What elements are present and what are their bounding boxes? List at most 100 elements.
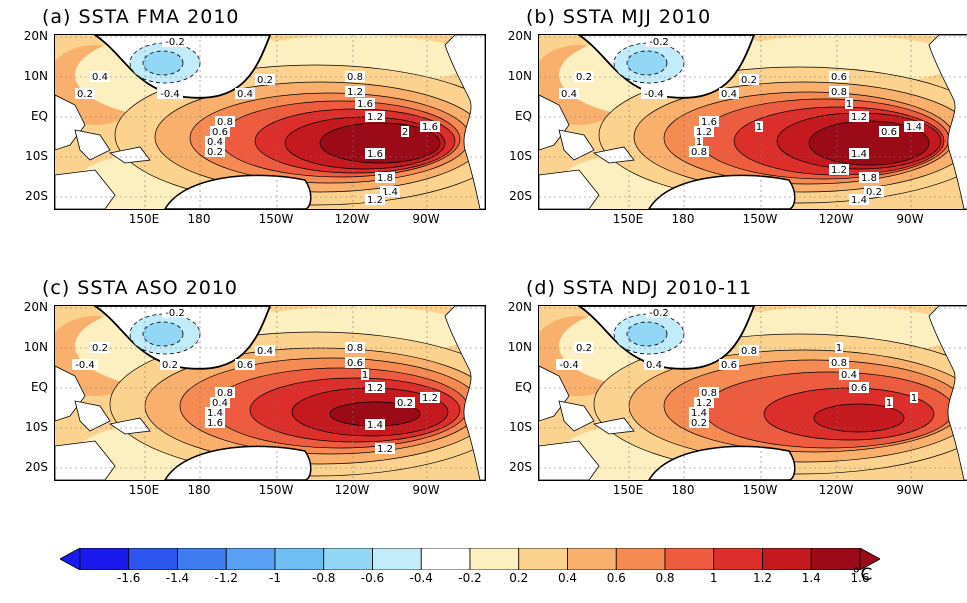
latitude-tick-label: 10S [25, 420, 48, 434]
contour-label: 1.8 [377, 173, 393, 184]
contour-label: 1.2 [367, 112, 383, 123]
contour-label: 0.2 [691, 418, 707, 429]
contour-label: 0.8 [217, 117, 233, 128]
colorbar-bin [225, 548, 276, 570]
longitude-tick-label: 120W [334, 483, 370, 497]
longitude-tick-label: 90W [412, 483, 440, 497]
contour-label: 0.8 [741, 346, 757, 357]
contour-label: 1 [362, 370, 368, 381]
contour-label: 1.4 [367, 420, 383, 431]
sst-field: -0.20.2-0.4 0.20.40.60.80.611.21.20.80.41… [55, 306, 485, 480]
contour-label: 1 [911, 393, 917, 404]
sst-anomaly-map: -0.2 0.2 -0.4 0.2 0.4 0.6 0.8 0.6 1 1.2 1.2 0.8 0.4 1… [54, 305, 486, 481]
longitude-tick-label: 150E [128, 483, 160, 497]
colorbar-bin [567, 548, 617, 570]
contour-label: 1.2 [367, 383, 383, 394]
contour-label: -0.2 [649, 37, 669, 48]
sst-field: -0.20.2-0.4 0.40.80.610.80.40.610.81.21.4… [539, 306, 967, 480]
longitude-tick-label: 150E [128, 212, 160, 226]
contour-label: 1.2 [422, 393, 438, 404]
contour-label: 1.2 [696, 127, 712, 138]
contour-label: 1.2 [367, 195, 383, 206]
contour-label: 1 [886, 398, 892, 409]
latitude-tick-label: 10S [509, 420, 532, 434]
latitude-tick-label: 10S [509, 149, 532, 163]
colorbar-bin [664, 548, 715, 570]
contour-label: -0.4 [160, 89, 180, 100]
panel-title: (d) SSTA NDJ 2010-11 [526, 277, 753, 299]
colorbar [60, 548, 880, 570]
contour-label: 1.2 [377, 444, 393, 455]
longitude-tick-label: 150W [742, 212, 778, 226]
contour-label: 0.2 [866, 187, 882, 198]
contour-label: 0.6 [831, 72, 847, 83]
contour-label: 0.4 [721, 89, 737, 100]
colorbar-bin [615, 548, 666, 570]
contour-label: 0.4 [237, 89, 253, 100]
panel-d: (d) SSTA NDJ 2010-11 -0.2 0.2 -0.4 0.4 0.8 0.… [514, 277, 967, 494]
contour-label: 1.6 [367, 149, 383, 160]
colorbar-bin [518, 548, 568, 570]
longitude-tick-label: 150W [742, 483, 778, 497]
contour-label: 0.8 [347, 343, 363, 354]
contour-label: 0.8 [831, 87, 847, 98]
contour-label: 1.2 [347, 87, 363, 98]
longitude-tick-label: 120W [818, 483, 854, 497]
colorbar-bin [177, 548, 227, 570]
latitude-tick-label: EQ [514, 380, 532, 394]
longitude-tick-label: 120W [334, 212, 370, 226]
panel-c: (c) SSTA ASO 2010 -0.2 0.2 -0.4 0.2 0.4 0.6 0.… [30, 277, 486, 494]
longitude-tick-label: 150E [612, 483, 644, 497]
contour-label: 0.6 [237, 360, 253, 371]
contour-label: 0.8 [347, 72, 363, 83]
colorbar-bin [79, 548, 130, 570]
colorbar-tick-label: -1.4 [165, 571, 190, 585]
latitude-tick-label: 10N [507, 340, 532, 354]
contour-label: 0.4 [207, 137, 223, 148]
latitude-tick-label: 20S [509, 189, 532, 203]
longitude-tick-label: 150W [258, 212, 294, 226]
contour-label: -0.4 [644, 89, 664, 100]
contour-label: 0.6 [851, 383, 867, 394]
contour-label: 0.8 [701, 388, 717, 399]
contour-label: 1.2 [696, 398, 712, 409]
contour-label: -0.4 [75, 360, 95, 371]
contour-label: 0.2 [741, 75, 757, 86]
latitude-tick-label: EQ [30, 109, 48, 123]
longitude-tick-label: 180 [187, 212, 211, 226]
colorbar-bin [128, 548, 178, 570]
colorbar-tick-label: 0.2 [509, 571, 529, 585]
contour-label: 0.4 [92, 72, 108, 83]
contour-label: 0.6 [881, 127, 897, 138]
contour-label: 1.6 [207, 418, 223, 429]
contour-label: 1.4 [382, 187, 398, 198]
panel-a: (a) SSTA FMA 2010 -0.2 0.4 0.2 -0.4 0.2 0.4 0.… [30, 6, 486, 223]
latitude-tick-label: 10N [23, 340, 48, 354]
latitude-tick-label: 20S [509, 460, 532, 474]
colorbar-tick-label: -0.2 [458, 571, 482, 585]
contour-label: 1 [846, 99, 852, 110]
contour-label: 1.4 [207, 408, 223, 419]
contour-label: 1.6 [422, 122, 438, 133]
contour-label: 1.8 [861, 173, 877, 184]
contour-label: 1.2 [851, 112, 867, 123]
longitude-tick-label: 120W [818, 212, 854, 226]
latitude-tick-label: 20S [25, 460, 48, 474]
contour-label: 1.2 [831, 165, 847, 176]
contour-label: 0.2 [77, 89, 93, 100]
contour-label: 1.4 [691, 408, 707, 419]
contour-label: 0.2 [92, 343, 108, 354]
colorbar-tick-label: 0.4 [557, 571, 578, 585]
longitude-tick-label: 180 [671, 212, 695, 226]
contour-label: -0.2 [165, 37, 185, 48]
contour-label: 0.2 [576, 343, 592, 354]
colorbar-bin [762, 548, 812, 570]
latitude-tick-label: 20S [25, 189, 48, 203]
panel-b: (b) SSTA MJJ 2010 -0.2 0.2 0.4 -0.4 0.2 0.4 0.… [514, 6, 967, 223]
longitude-tick-label: 90W [896, 212, 924, 226]
colorbar-tick-label: 1 [709, 571, 718, 585]
latitude-tick-label: 20N [23, 300, 48, 314]
sst-field: -0.20.20.4 -0.40.20.40.60.811.21.41.61.21… [539, 35, 967, 209]
contour-label: 1.6 [701, 117, 717, 128]
contour-label: 0.8 [831, 358, 847, 369]
